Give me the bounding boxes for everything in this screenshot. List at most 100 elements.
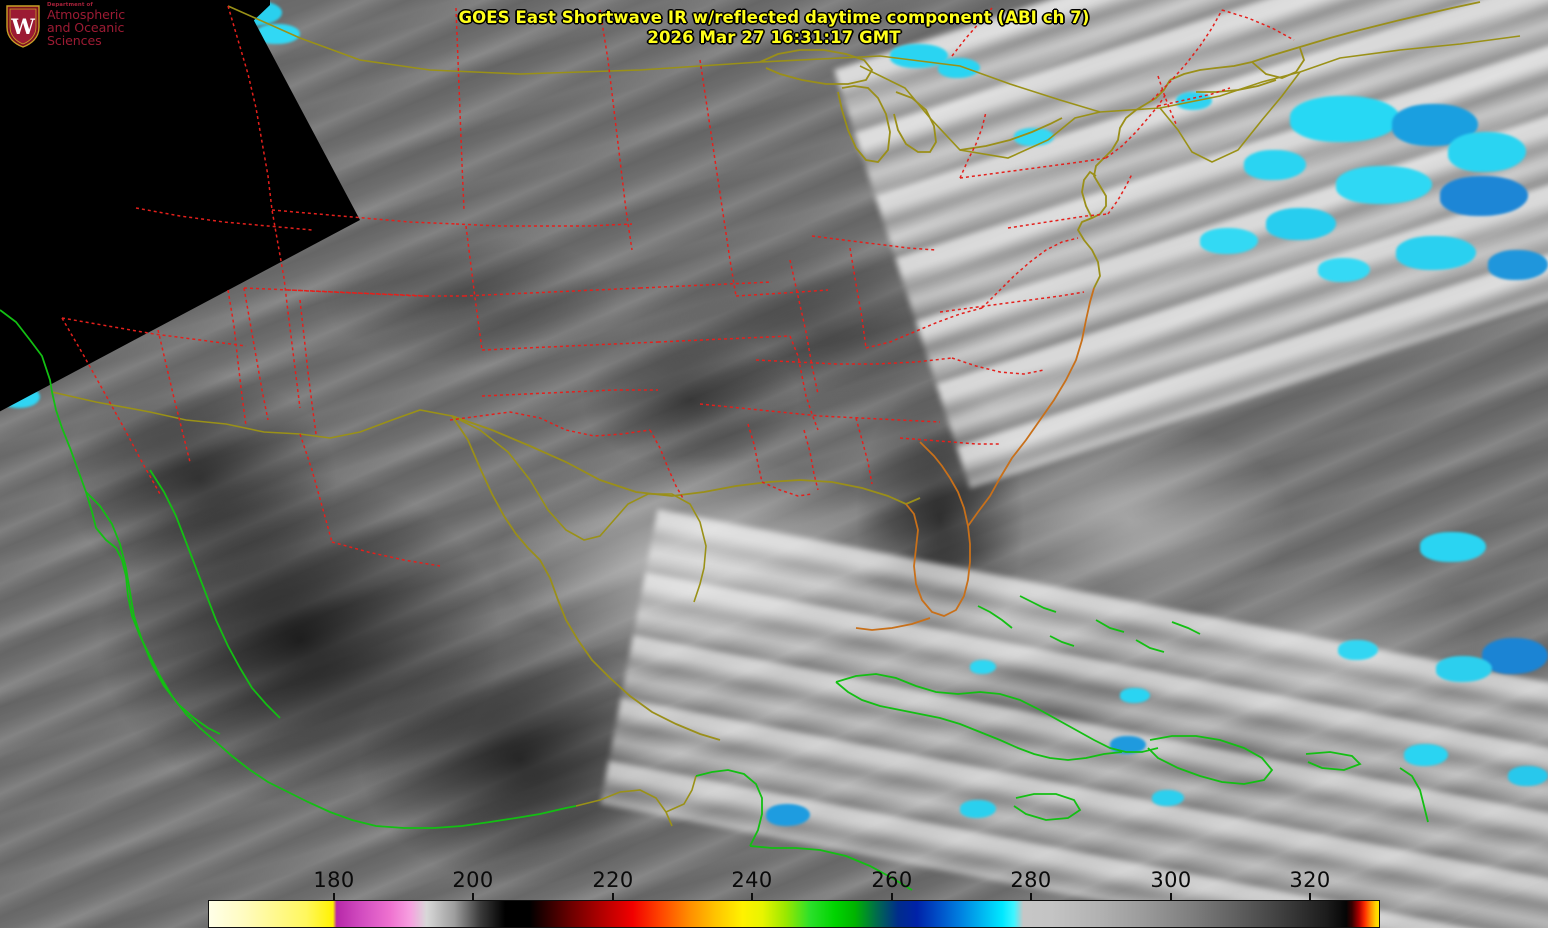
coastline-bahamas-6 xyxy=(1171,621,1201,635)
cold-cloud-blob xyxy=(1448,132,1526,172)
border-us-mexico xyxy=(51,391,707,603)
state-border-mn-ia xyxy=(639,281,773,289)
state-border-co-nm xyxy=(243,287,429,297)
cold-cloud-blob xyxy=(1488,250,1548,280)
cold-cloud-blob xyxy=(960,800,996,818)
state-border-ky-tn xyxy=(755,357,953,365)
state-border-pa-md xyxy=(1007,213,1109,229)
cold-cloud-blob xyxy=(1508,766,1548,786)
border-canada-maritimes xyxy=(1299,35,1521,73)
coastline-baja-peninsula xyxy=(85,491,221,735)
state-border-mi-oh-in xyxy=(811,235,937,251)
cold-cloud-blob xyxy=(1110,736,1146,754)
state-border-al-ga xyxy=(855,417,873,485)
coastline-puerto-rico xyxy=(1305,751,1362,771)
state-border-ut-co xyxy=(243,287,269,421)
cold-cloud-blob xyxy=(1482,638,1548,674)
state-border-ny-mi-border xyxy=(959,111,987,179)
colorbar-tick-label: 200 xyxy=(452,868,494,892)
coastline-gulf-mexico-west xyxy=(451,415,721,741)
state-border-wi-mi-vert xyxy=(699,59,737,297)
coastline-bahamas-5 xyxy=(1135,639,1165,653)
state-border-nd-sd xyxy=(455,223,633,227)
state-border-nc-va xyxy=(939,291,1085,313)
coastline-bahamas-2 xyxy=(1019,595,1057,613)
cold-cloud-blob xyxy=(1318,258,1370,282)
state-border-nj-de xyxy=(1107,173,1133,215)
state-border-ga-fl xyxy=(899,437,1000,445)
state-border-pa-ny xyxy=(959,157,1107,179)
colorbar-tick-label: 220 xyxy=(592,868,634,892)
state-border-ks-ok xyxy=(481,389,658,397)
coastline-northeast-us xyxy=(1169,1,1481,81)
border-guatemala-belize xyxy=(665,775,697,813)
border-us-canada xyxy=(227,5,1301,113)
colorbar-tick-label: 280 xyxy=(1010,868,1052,892)
state-border-ok-tx xyxy=(449,411,651,437)
border-mexico-guatemala xyxy=(575,789,673,827)
cold-cloud-blob xyxy=(1440,176,1528,216)
cold-cloud-blob xyxy=(1404,744,1448,766)
state-border-wy-co xyxy=(287,289,464,297)
state-border-ar-ms xyxy=(747,423,763,483)
coastline-florida-keys xyxy=(855,617,931,631)
cold-cloud-blob xyxy=(1396,236,1476,270)
state-border-la-ms xyxy=(761,481,813,497)
logo-line-2: and Oceanic Sciences xyxy=(47,19,125,48)
state-border-nm-tx xyxy=(299,299,317,435)
uw-crest-icon: W xyxy=(6,4,40,48)
coastline-bahamas-4 xyxy=(1095,619,1125,633)
province-border-atlantic xyxy=(1151,9,1223,101)
cold-cloud-blob xyxy=(766,804,810,826)
state-border-ny-vt-nh xyxy=(1105,93,1167,159)
coastline-bahamas-3 xyxy=(1049,635,1075,647)
cold-cloud-blob xyxy=(1176,92,1212,110)
colorbar-tick-label: 300 xyxy=(1150,868,1192,892)
state-border-ne-ks xyxy=(481,341,659,351)
border-great-lakes-north xyxy=(859,65,1101,159)
state-border-wi-il xyxy=(735,289,829,297)
cold-cloud-blob xyxy=(1014,128,1054,146)
cold-cloud-blob xyxy=(970,660,996,674)
state-border-co-ks xyxy=(465,225,483,351)
colorbar-tick-label: 320 xyxy=(1289,868,1331,892)
coastline-gulf-of-california xyxy=(149,469,281,719)
coastline-hispaniola xyxy=(1147,735,1274,785)
coastline-bahamas-1 xyxy=(977,605,1013,629)
lake-superior xyxy=(759,49,874,85)
state-border-mo-il xyxy=(789,335,819,431)
coastline-jamaica xyxy=(1013,793,1082,821)
state-border-vt-nh xyxy=(1157,75,1177,125)
cold-cloud-blob xyxy=(1244,150,1306,180)
province-border-nb-ns xyxy=(1221,9,1295,41)
coastline-florida-east xyxy=(967,287,1095,527)
coastline-cuba xyxy=(835,673,1159,753)
colorbar-tick-label: 260 xyxy=(871,868,913,892)
state-border-nv-ut xyxy=(157,329,191,463)
cold-cloud-blob xyxy=(1290,96,1400,142)
state-border-mt-nd-vert xyxy=(455,7,465,211)
coastline-florida-west xyxy=(905,441,971,617)
state-border-tx-la xyxy=(649,429,685,501)
coastline-long-island xyxy=(1196,79,1277,93)
province-border-qc-on xyxy=(951,7,993,57)
temperature-colorbar-area: 180 200 220 240 260 280 300 320 xyxy=(0,858,1548,928)
state-border-il-in xyxy=(789,259,819,395)
colorbar-tick-label: 240 xyxy=(731,868,773,892)
state-border-ia-mo xyxy=(657,335,791,343)
state-border-in-oh xyxy=(849,247,867,349)
colorbar-tick-label: 180 xyxy=(313,868,355,892)
svg-text:W: W xyxy=(10,14,35,39)
coastline-yucatan xyxy=(695,769,763,847)
state-border-tn-ms-al-ga xyxy=(699,403,941,423)
cold-cloud-blob xyxy=(1436,656,1492,682)
cold-cloud-blob xyxy=(938,58,980,78)
mexico-state-border-central xyxy=(331,541,441,567)
coastline-cape-cod xyxy=(1251,47,1305,79)
state-border-nc-sc xyxy=(951,357,1045,375)
coastline-lesser-antilles xyxy=(1399,767,1429,823)
coastline-chesapeake xyxy=(1081,170,1097,219)
border-maine-canada xyxy=(1159,71,1301,163)
